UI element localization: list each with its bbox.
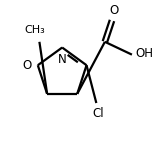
Text: CH₃: CH₃ xyxy=(24,25,45,35)
Text: O: O xyxy=(110,4,119,17)
Text: Cl: Cl xyxy=(93,107,104,120)
Text: N: N xyxy=(58,53,67,66)
Text: OH: OH xyxy=(135,47,153,60)
Text: O: O xyxy=(23,59,32,72)
